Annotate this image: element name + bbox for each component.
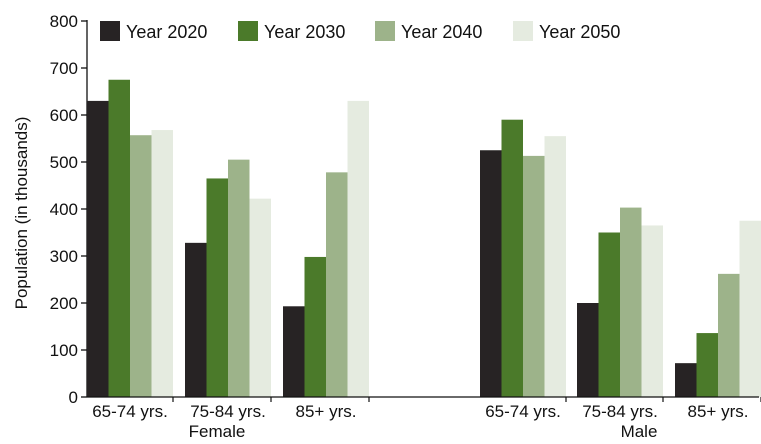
y-tick-label: 300 xyxy=(50,247,78,266)
bar-year-2020-2 xyxy=(185,242,207,397)
bar-year-2030-6 xyxy=(696,333,718,397)
bar-year-2030-5 xyxy=(598,232,620,397)
bar-year-2050-3 xyxy=(347,100,369,398)
y-axis-label: Population (in thousands) xyxy=(12,117,31,310)
group-label-female: Female xyxy=(189,422,246,441)
legend-label: Year 2040 xyxy=(401,22,482,42)
bar-year-2030-4 xyxy=(501,119,523,397)
bars xyxy=(87,79,761,398)
group-label-male: Male xyxy=(621,422,658,441)
legend-item-year-2050: Year 2050 xyxy=(513,21,620,42)
legend-label: Year 2050 xyxy=(539,22,620,42)
bar-year-2040-2 xyxy=(228,159,250,397)
bar-year-2050-4 xyxy=(544,136,566,397)
y-tick-label: 600 xyxy=(50,106,78,125)
y-tick-label: 0 xyxy=(69,388,78,407)
category-label: 75-84 yrs. xyxy=(582,402,658,421)
bar-year-2040-6 xyxy=(718,273,740,397)
bar-year-2040-3 xyxy=(326,172,348,397)
y-tick-label: 100 xyxy=(50,341,78,360)
bar-year-2030-3 xyxy=(304,256,326,397)
legend-swatch xyxy=(513,21,533,41)
legend-item-year-2030: Year 2030 xyxy=(238,21,345,42)
bar-year-2030-2 xyxy=(206,178,228,397)
bar-year-2050-1 xyxy=(151,130,173,398)
bar-year-2050-2 xyxy=(249,198,271,397)
legend-swatch xyxy=(375,21,395,41)
y-tick-label: 800 xyxy=(50,12,78,31)
bar-year-2020-3 xyxy=(283,306,305,397)
category-label: 65-74 yrs. xyxy=(485,402,561,421)
category-label: 85+ yrs. xyxy=(688,402,749,421)
y-tick-label: 500 xyxy=(50,153,78,172)
bar-year-2050-6 xyxy=(739,220,761,397)
legend-label: Year 2020 xyxy=(126,22,207,42)
legend: Year 2020 Year 2030 Year 2040 Year 2050 xyxy=(100,21,620,42)
category-label: 85+ yrs. xyxy=(296,402,357,421)
x-axis: 65-74 yrs. 75-84 yrs. 85+ yrs. 65-74 yrs. 75… xyxy=(87,396,761,441)
legend-item-year-2040: Year 2040 xyxy=(375,21,482,42)
legend-swatch xyxy=(100,21,120,41)
bar-year-2040-5 xyxy=(620,207,642,397)
bar-year-2020-5 xyxy=(577,303,599,397)
bar-year-2040-4 xyxy=(523,155,545,397)
category-label: 65-74 yrs. xyxy=(92,402,168,421)
legend-label: Year 2030 xyxy=(264,22,345,42)
y-tick-label: 700 xyxy=(50,59,78,78)
bar-year-2050-5 xyxy=(641,225,663,397)
bar-year-2020-6 xyxy=(675,363,697,397)
bar-year-2020-1 xyxy=(87,100,109,398)
bar-year-2020-4 xyxy=(480,150,502,397)
y-axis: 0 100 200 300 400 500 600 700 800 xyxy=(50,12,88,407)
bar-year-2040-1 xyxy=(130,135,152,397)
y-tick-label: 400 xyxy=(50,200,78,219)
category-label: 75-84 yrs. xyxy=(190,402,266,421)
y-tick-label: 200 xyxy=(50,294,78,313)
legend-item-year-2020: Year 2020 xyxy=(100,21,207,42)
bar-year-2030-1 xyxy=(108,79,130,397)
legend-swatch xyxy=(238,21,258,41)
